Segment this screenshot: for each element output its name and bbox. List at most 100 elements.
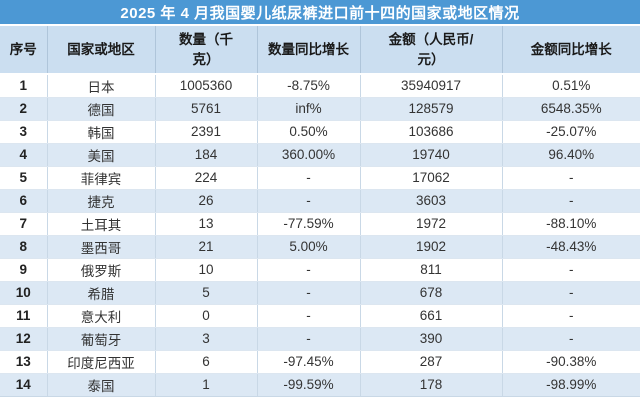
table-row: 12 葡萄牙 3-390- <box>0 327 640 351</box>
cell-index: 5 <box>0 166 47 190</box>
cell-amount-yoy: 96.40% <box>501 143 640 167</box>
table-body: 1 日本 1005360 -8.75% 35940917 0.51% 2 德国 5761 inf%… <box>0 74 640 397</box>
header-row: 序号 国家或地区 数量（千 克） 数量同比增长 金额（人民币/ 元） 金额同比增… <box>0 26 640 75</box>
cell-index: 11 <box>0 304 47 328</box>
cell-index: 13 <box>0 350 47 374</box>
cell-index: 10 <box>0 281 47 305</box>
table-row: 4 美国 184 360.00% 19740 96.40% <box>0 143 640 167</box>
cell-amount-yoy: 0.51% <box>501 74 640 98</box>
cell-country: 韩国 <box>46 120 155 144</box>
table-row: 2 德国 5761 inf% 128579 6548.35% <box>0 97 640 121</box>
cell-quantity-yoy: -99.59% <box>256 373 360 397</box>
cell-country: 泰国 <box>46 373 155 397</box>
cell-country: 希腊 <box>46 281 155 305</box>
import-data-table: 序号 国家或地区 数量（千 克） 数量同比增长 金额（人民币/ 元） 金额同比增… <box>0 26 640 397</box>
cell-amount: 35940917 <box>359 74 502 98</box>
cell-country: 葡萄牙 <box>46 327 155 351</box>
cell-amount: 19740 <box>359 143 502 167</box>
cell-country: 印度尼西亚 <box>46 350 155 374</box>
cell-quantity: 5761 <box>154 97 257 121</box>
cell-quantity-yoy: inf% <box>256 97 360 121</box>
cell-amount-yoy: - <box>501 166 640 190</box>
cell-amount-yoy: - <box>501 304 640 328</box>
cell-index: 1 <box>0 74 47 98</box>
cell-quantity: 224 <box>154 166 257 190</box>
table-row: 10 希腊 5-678- <box>0 281 640 305</box>
cell-amount: 661 <box>359 304 502 328</box>
cell-amount-yoy: -98.99% <box>501 373 640 397</box>
cell-amount: 390 <box>359 327 502 351</box>
cell-quantity-yoy: - <box>256 166 360 190</box>
cell-amount-yoy: - <box>501 327 640 351</box>
cell-quantity: 5 <box>154 281 257 305</box>
cell-quantity: 2391 <box>154 120 257 144</box>
cell-country: 菲律宾 <box>46 166 155 190</box>
cell-amount: 17062 <box>359 166 502 190</box>
cell-quantity-yoy: -97.45% <box>256 350 360 374</box>
column-header-amount-yoy: 金额同比增长 <box>501 26 640 75</box>
cell-amount: 3603 <box>359 189 502 213</box>
table-row: 1 日本 1005360 -8.75% 35940917 0.51% <box>0 74 640 98</box>
cell-amount: 1972 <box>359 212 502 236</box>
cell-amount-yoy: 6548.35% <box>501 97 640 121</box>
cell-quantity: 21 <box>154 235 257 259</box>
column-header-country: 国家或地区 <box>46 26 155 75</box>
table-row: 6 捷克 26-3603- <box>0 189 640 213</box>
cell-amount-yoy: - <box>501 189 640 213</box>
column-header-quantity-yoy: 数量同比增长 <box>256 26 360 75</box>
cell-amount-yoy: -88.10% <box>501 212 640 236</box>
cell-quantity: 184 <box>154 143 257 167</box>
cell-quantity-yoy: - <box>256 258 360 282</box>
cell-index: 3 <box>0 120 47 144</box>
cell-index: 7 <box>0 212 47 236</box>
cell-quantity: 13 <box>154 212 257 236</box>
cell-quantity-yoy: 5.00% <box>256 235 360 259</box>
cell-amount: 128579 <box>359 97 502 121</box>
cell-amount: 178 <box>359 373 502 397</box>
cell-amount: 811 <box>359 258 502 282</box>
cell-index: 2 <box>0 97 47 121</box>
cell-amount-yoy: -25.07% <box>501 120 640 144</box>
column-header-quantity: 数量（千 克） <box>154 26 257 75</box>
cell-quantity-yoy: -8.75% <box>256 74 360 98</box>
table-row: 13 印度尼西亚 6 -97.45% 287 -90.38% <box>0 350 640 374</box>
cell-country: 日本 <box>46 74 155 98</box>
cell-country: 墨西哥 <box>46 235 155 259</box>
cell-quantity-yoy: -77.59% <box>256 212 360 236</box>
cell-index: 14 <box>0 373 47 397</box>
cell-amount-yoy: -90.38% <box>501 350 640 374</box>
cell-index: 12 <box>0 327 47 351</box>
table-row: 5 菲律宾 224-17062- <box>0 166 640 190</box>
cell-country: 意大利 <box>46 304 155 328</box>
cell-country: 俄罗斯 <box>46 258 155 282</box>
cell-quantity-yoy: 0.50% <box>256 120 360 144</box>
cell-quantity: 0 <box>154 304 257 328</box>
cell-quantity: 26 <box>154 189 257 213</box>
table-row: 14 泰国 1 -99.59% 178 -98.99% <box>0 373 640 397</box>
cell-amount-yoy: - <box>501 258 640 282</box>
cell-country: 捷克 <box>46 189 155 213</box>
cell-quantity: 1005360 <box>154 74 257 98</box>
table-header: 序号 国家或地区 数量（千 克） 数量同比增长 金额（人民币/ 元） 金额同比增… <box>0 26 640 75</box>
cell-quantity: 1 <box>154 373 257 397</box>
cell-country: 土耳其 <box>46 212 155 236</box>
column-header-amount: 金额（人民币/ 元） <box>359 26 502 75</box>
cell-amount: 103686 <box>359 120 502 144</box>
cell-quantity: 3 <box>154 327 257 351</box>
cell-quantity: 6 <box>154 350 257 374</box>
cell-index: 6 <box>0 189 47 213</box>
cell-amount: 1902 <box>359 235 502 259</box>
cell-quantity-yoy: - <box>256 189 360 213</box>
cell-index: 9 <box>0 258 47 282</box>
cell-quantity-yoy: - <box>256 304 360 328</box>
cell-country: 德国 <box>46 97 155 121</box>
table-row: 11 意大利 0-661- <box>0 304 640 328</box>
cell-amount: 287 <box>359 350 502 374</box>
cell-quantity-yoy: - <box>256 327 360 351</box>
cell-country: 美国 <box>46 143 155 167</box>
column-header-index: 序号 <box>0 26 47 75</box>
table-row: 7 土耳其 13 -77.59% 1972 -88.10% <box>0 212 640 236</box>
table-row: 8 墨西哥 21 5.00% 1902 -48.43% <box>0 235 640 259</box>
table-row: 3 韩国 2391 0.50% 103686 -25.07% <box>0 120 640 144</box>
